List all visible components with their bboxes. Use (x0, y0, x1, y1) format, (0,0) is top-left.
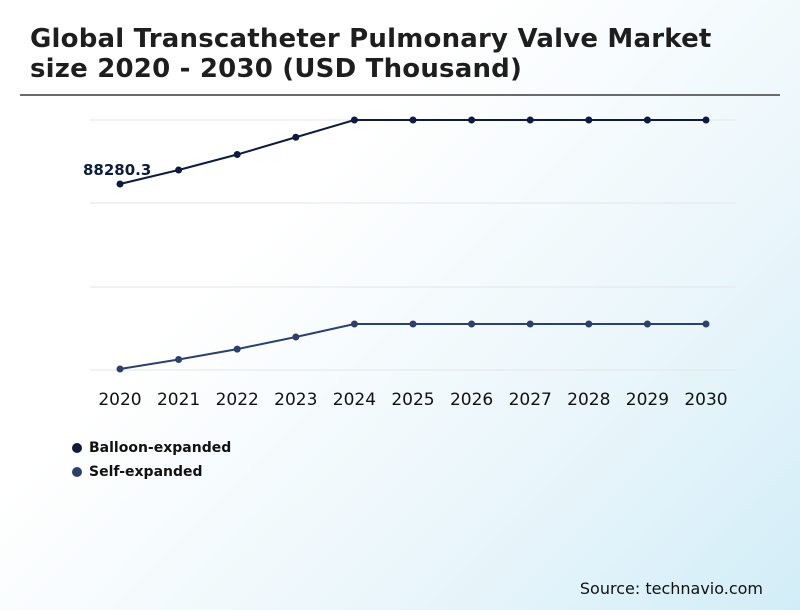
legend-label-self-expanded: Self-expanded (89, 464, 203, 480)
source-credit: Source: technavio.com (579, 579, 763, 598)
data-point-balloon-expanded-2021 (175, 166, 183, 174)
legend-label-balloon-expanded: Balloon-expanded (89, 440, 232, 456)
data-point-balloon-expanded-2020 (116, 180, 124, 188)
chart-legend: Balloon-expanded Self-expanded (72, 436, 231, 484)
data-point-self-expanded-2025 (409, 320, 417, 328)
data-point-self-expanded-2021 (175, 355, 183, 363)
data-point-self-expanded-2030 (702, 320, 710, 328)
data-point-balloon-expanded-2030 (702, 116, 710, 124)
data-point-self-expanded-2023 (292, 333, 300, 341)
data-point-balloon-expanded-2027 (526, 116, 534, 124)
title-divider (20, 94, 780, 96)
legend-item-balloon-expanded: Balloon-expanded (72, 436, 231, 460)
x-tick-label-2025: 2025 (391, 390, 434, 410)
legend-item-self-expanded: Self-expanded (72, 460, 231, 484)
legend-marker-self-expanded (72, 467, 82, 477)
data-point-self-expanded-2026 (468, 320, 476, 328)
data-point-balloon-expanded-2026 (468, 116, 476, 124)
x-tick-label-2022: 2022 (216, 390, 259, 410)
x-tick-label-2030: 2030 (684, 390, 727, 410)
x-tick-label-2023: 2023 (274, 390, 317, 410)
data-point-self-expanded-2027 (526, 320, 534, 328)
x-tick-label-2021: 2021 (157, 390, 200, 410)
x-tick-label-2027: 2027 (509, 390, 552, 410)
x-tick-label-2026: 2026 (450, 390, 493, 410)
data-point-self-expanded-2020 (116, 365, 124, 373)
series-line-balloon-expanded (119, 119, 706, 185)
legend-marker-balloon-expanded (72, 443, 82, 453)
data-point-balloon-expanded-2029 (643, 116, 651, 124)
data-point-balloon-expanded-2023 (292, 133, 300, 141)
x-tick-label-2024: 2024 (333, 390, 376, 410)
data-point-balloon-expanded-2022 (233, 151, 241, 159)
series-line-self-expanded (119, 323, 706, 370)
data-point-balloon-expanded-2028 (585, 116, 593, 124)
chart-title: Global Transcatheter Pulmonary Valve Mar… (30, 24, 712, 84)
data-point-self-expanded-2028 (585, 320, 593, 328)
x-tick-label-2028: 2028 (567, 390, 610, 410)
data-point-balloon-expanded-2024 (350, 116, 358, 124)
data-point-self-expanded-2024 (350, 320, 358, 328)
x-tick-label-2020: 2020 (98, 390, 141, 410)
data-point-self-expanded-2022 (233, 345, 241, 353)
x-tick-label-2029: 2029 (626, 390, 669, 410)
data-label-balloon-expanded-2020: 88280.3 (83, 161, 151, 179)
data-point-balloon-expanded-2025 (409, 116, 417, 124)
data-point-self-expanded-2029 (643, 320, 651, 328)
